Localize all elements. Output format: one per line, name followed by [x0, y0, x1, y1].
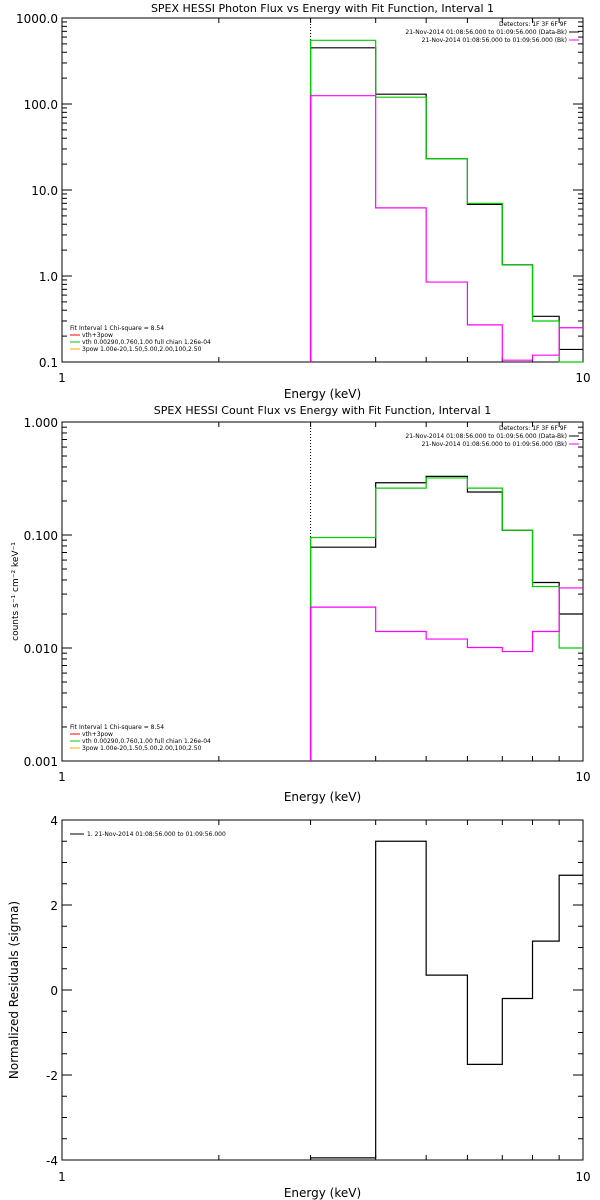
legend-label: 21-Nov-2014 01:08:56.000 to 01:09:56.000…: [422, 37, 567, 44]
x-tick-label: 10: [575, 1170, 590, 1184]
y-axis-label: Normalized Residuals (sigma): [7, 901, 21, 1079]
legend-label: 3pow 1.00e-20,1.50,5.00,2.00,100,2.50: [82, 745, 202, 752]
legend-label: 21-Nov-2014 01:08:56.000 to 01:09:56.000…: [422, 441, 567, 448]
x-tick-label: 10: [575, 371, 590, 385]
x-tick-label: 1: [58, 371, 66, 385]
y-tick-label: 1.0: [39, 270, 58, 284]
legend-label: vth+3pow: [82, 332, 113, 339]
x-tick-label: 1: [58, 770, 66, 784]
y-tick-label: 4: [50, 814, 58, 828]
series-line-0-2: [309, 840, 583, 1160]
y-tick-label: 1000.0: [16, 12, 58, 26]
legend-label: Fit Interval 1 Chi-square = 8.54: [70, 325, 164, 332]
y-tick-label: 0.010: [24, 642, 58, 656]
y-tick-label: 2: [50, 899, 58, 913]
x-tick-label: 10: [575, 770, 590, 784]
y-tick-label: 0.001: [24, 755, 58, 769]
series-line-2-1: [309, 587, 583, 761]
legend-label: 1. 21-Nov-2014 01:08:56.000 to 01:09:56.…: [87, 831, 226, 838]
legend-label: vth+3pow: [82, 731, 113, 738]
legend-label: Fit Interval 1 Chi-square = 8.54: [70, 724, 164, 731]
y-tick-label: 0.100: [24, 529, 58, 543]
legend-label: Detectors: 1F 3F 6F 9F: [499, 425, 568, 432]
series-line-0-1: [309, 475, 583, 761]
y-tick-label: -2: [46, 1069, 58, 1083]
series-line-2-0: [309, 95, 583, 362]
x-tick-label: 1: [58, 1170, 66, 1184]
legend-label: vth 0.00290,0.760,1.00 full chian 1.26e-…: [82, 738, 211, 745]
y-tick-label: 100.0: [24, 98, 58, 112]
y-tick-label: 0.1: [39, 356, 58, 370]
series-line-0-0: [309, 47, 583, 362]
y-tick-label: 10.0: [31, 184, 58, 198]
series-line-1-0: [309, 39, 583, 363]
y-tick-label: 1.000: [24, 416, 58, 430]
legend-label: Detectors: 1F 3F 6F 9F: [499, 21, 568, 28]
chart-title: SPEX HESSI Photon Flux vs Energy with Fi…: [151, 2, 494, 15]
y-tick-label: -4: [46, 1154, 58, 1168]
plot-frame-0: [61, 17, 584, 363]
y-axis-label: counts s⁻¹ cm⁻² keV⁻¹: [11, 542, 21, 641]
legend-label: 21-Nov-2014 01:08:56.000 to 01:09:56.000…: [405, 433, 567, 440]
x-axis-label: Energy (keV): [284, 387, 361, 401]
chart-title: SPEX HESSI Count Flux vs Energy with Fit…: [154, 404, 491, 417]
legend-label: vth 0.00290,0.760,1.00 full chian 1.26e-…: [82, 339, 211, 346]
legend-label: 3pow 1.00e-20,1.50,5.00,2.00,100,2.50: [82, 346, 202, 353]
y-tick-label: 0: [50, 984, 58, 998]
x-axis-label: Energy (keV): [284, 790, 361, 804]
series-line-1-1: [309, 477, 583, 761]
legend-label: 21-Nov-2014 01:08:56.000 to 01:09:56.000…: [405, 29, 567, 36]
plot-frame-2: [61, 819, 584, 1161]
x-axis-label: Energy (keV): [284, 1186, 361, 1200]
plot-frame-1: [61, 421, 584, 762]
